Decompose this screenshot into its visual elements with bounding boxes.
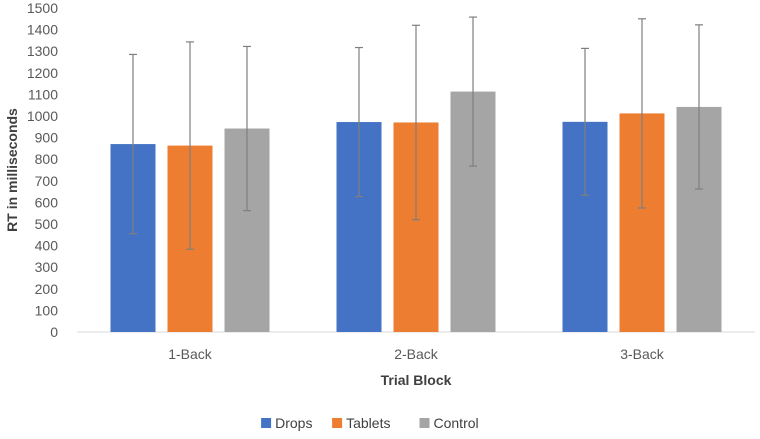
y-axis-ticks: 0 100 200 300 400 500 600 700 800 900 1000 1100 1200… — [27, 0, 58, 340]
y-tick-label: 800 — [35, 151, 59, 167]
error-bar-control-1-back — [243, 45, 251, 212]
error-bar-control-3-back — [695, 24, 703, 190]
legend-label: Control — [434, 415, 479, 431]
error-bar-drops-1-back — [129, 53, 137, 235]
x-tick-label: 3-Back — [620, 346, 665, 362]
y-tick-label: 0 — [50, 324, 58, 340]
y-tick-label: 300 — [35, 259, 59, 275]
error-bar-tablets-2-back — [412, 24, 420, 221]
y-tick-label: 600 — [35, 194, 59, 210]
legend-swatch — [261, 418, 272, 428]
y-tick-label: 400 — [35, 238, 59, 254]
y-tick-label: 1100 — [28, 86, 58, 102]
y-tick-label: 1000 — [27, 108, 58, 124]
x-axis-title: Trial Block — [381, 372, 452, 388]
error-bar-drops-3-back — [581, 47, 589, 196]
legend-swatch — [419, 418, 430, 428]
legend-item-control: Control — [419, 415, 479, 431]
legend: Drops Tablets Control — [261, 415, 479, 431]
legend-item-tablets: Tablets — [332, 415, 390, 431]
y-tick-label: 900 — [35, 130, 59, 146]
x-tick-label: 2-Back — [394, 346, 439, 362]
error-bars — [129, 16, 703, 250]
legend-label: Drops — [275, 415, 312, 431]
legend-swatch — [332, 418, 343, 428]
y-tick-label: 1200 — [27, 65, 58, 81]
y-tick-label: 500 — [35, 216, 59, 232]
error-bar-control-2-back — [469, 16, 477, 167]
error-bar-drops-2-back — [355, 46, 363, 198]
y-tick-label: 1300 — [27, 43, 58, 59]
y-tick-label: 700 — [35, 173, 59, 189]
x-axis-ticks: 1-Back 2-Back 3-Back — [168, 346, 665, 362]
y-tick-label: 1500 — [27, 0, 58, 16]
legend-label: Tablets — [346, 415, 390, 431]
error-bar-tablets-1-back — [186, 41, 194, 250]
y-axis-title: RT in milliseconds — [4, 108, 20, 232]
y-tick-label: 200 — [35, 281, 59, 297]
y-tick-label: 100 — [35, 302, 59, 318]
x-tick-label: 1-Back — [168, 346, 213, 362]
y-tick-label: 1400 — [27, 22, 58, 38]
error-bar-tablets-3-back — [638, 18, 646, 209]
legend-item-drops: Drops — [261, 415, 312, 431]
